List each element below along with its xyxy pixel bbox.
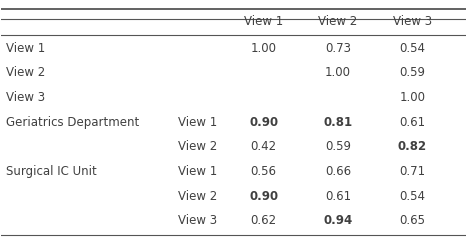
- Text: View 3: View 3: [393, 15, 432, 28]
- Text: 0.62: 0.62: [251, 214, 277, 228]
- Text: 0.42: 0.42: [251, 140, 277, 153]
- Text: Geriatrics Department: Geriatrics Department: [6, 116, 139, 129]
- Text: 1.00: 1.00: [251, 42, 276, 55]
- Text: 0.66: 0.66: [325, 165, 351, 178]
- Text: 0.90: 0.90: [249, 190, 278, 203]
- Text: 1.00: 1.00: [325, 67, 351, 79]
- Text: View 1: View 1: [178, 165, 217, 178]
- Text: 0.90: 0.90: [249, 116, 278, 129]
- Text: View 2: View 2: [6, 67, 45, 79]
- Text: 0.61: 0.61: [325, 190, 351, 203]
- Text: 0.61: 0.61: [399, 116, 425, 129]
- Text: Surgical IC Unit: Surgical IC Unit: [6, 165, 97, 178]
- Text: 0.65: 0.65: [399, 214, 425, 228]
- Text: 0.82: 0.82: [398, 140, 427, 153]
- Text: 0.59: 0.59: [399, 67, 425, 79]
- Text: 1.00: 1.00: [399, 91, 425, 104]
- Text: 0.73: 0.73: [325, 42, 351, 55]
- Text: View 2: View 2: [178, 190, 217, 203]
- Text: View 2: View 2: [178, 140, 217, 153]
- Text: 0.54: 0.54: [399, 190, 425, 203]
- Text: 0.54: 0.54: [399, 42, 425, 55]
- Text: View 3: View 3: [178, 214, 217, 228]
- Text: View 1: View 1: [244, 15, 283, 28]
- Text: 0.94: 0.94: [323, 214, 353, 228]
- Text: View 3: View 3: [6, 91, 45, 104]
- Text: 0.56: 0.56: [251, 165, 276, 178]
- Text: 0.59: 0.59: [325, 140, 351, 153]
- Text: 0.81: 0.81: [323, 116, 353, 129]
- Text: View 1: View 1: [6, 42, 45, 55]
- Text: 0.71: 0.71: [399, 165, 425, 178]
- Text: View 1: View 1: [178, 116, 217, 129]
- Text: View 2: View 2: [318, 15, 358, 28]
